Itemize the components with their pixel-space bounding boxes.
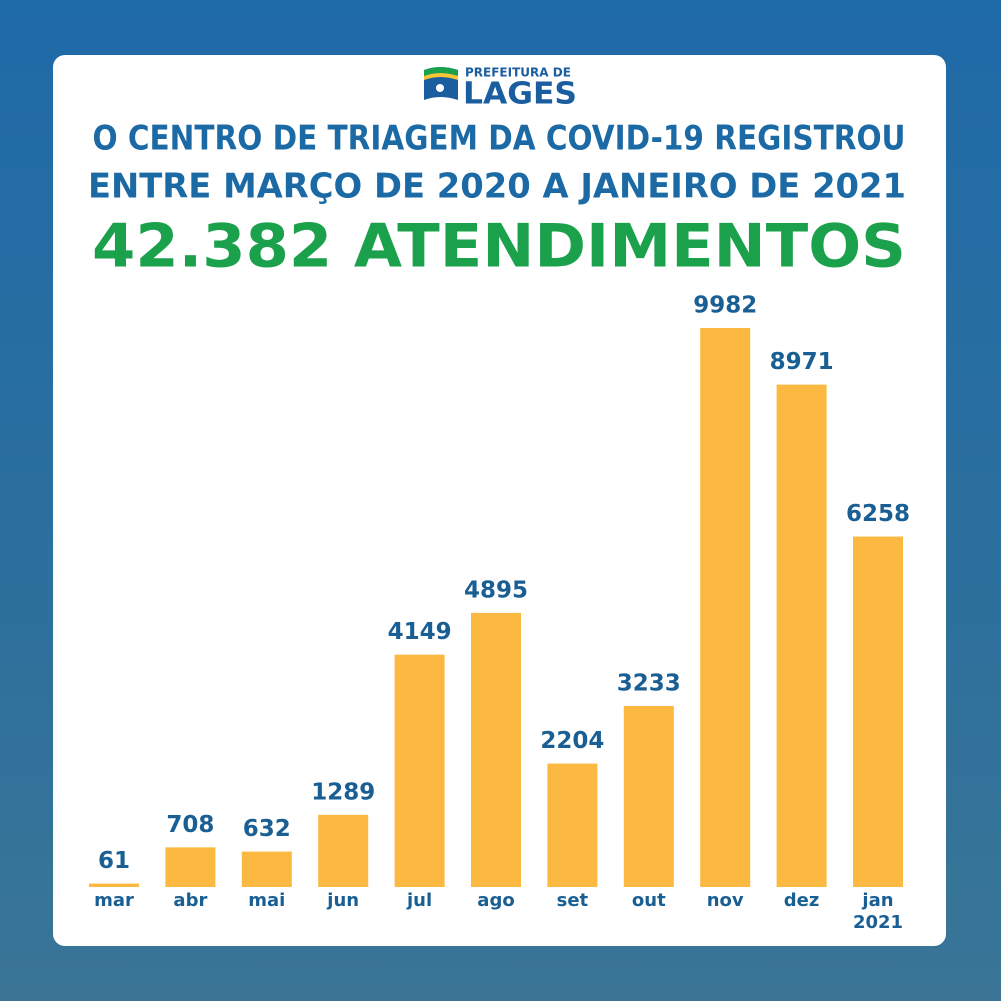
logo-stripe: [424, 67, 458, 76]
x-tick-label: jul: [407, 890, 433, 911]
x-tick-label: jun: [327, 890, 360, 911]
bar: [471, 612, 521, 887]
x-tick-label: set: [556, 890, 589, 911]
bar: [547, 763, 598, 887]
value-label: 632: [243, 816, 291, 842]
value-label: 3233: [617, 670, 681, 696]
value-label: 708: [166, 812, 214, 838]
x-tick-label: mar: [94, 890, 134, 911]
bar: [853, 536, 903, 887]
logo: [424, 67, 458, 100]
subtitle: 42.382 ATENDIMENTOS: [92, 212, 906, 282]
bar: [394, 654, 445, 887]
value-label: 61: [98, 848, 130, 874]
value-label: 4149: [388, 619, 452, 645]
bar: [700, 328, 751, 887]
x-tick-label: mai: [248, 890, 286, 911]
value-label: 1289: [311, 779, 375, 805]
value-label: 9982: [693, 293, 757, 319]
x-tick-label: out: [631, 890, 666, 911]
logo-stripe: [424, 73, 458, 80]
x-tick-label: nov: [706, 890, 744, 911]
x-tick-label: ago: [477, 890, 515, 911]
title-line: ENTRE MARÇO DE 2020 A JANEIRO DE 2021: [88, 167, 906, 207]
value-label: 6258: [846, 501, 910, 527]
value-label: 8971: [770, 349, 834, 375]
bar: [318, 814, 369, 887]
title-line: O CENTRO DE TRIAGEM DA COVID-19 REGISTRO…: [93, 119, 906, 159]
x-tick-label: jan 2021: [852, 890, 904, 933]
x-tick-label: abr: [173, 890, 208, 911]
bar: [623, 705, 674, 887]
value-label: 4895: [464, 577, 528, 603]
bar: [89, 883, 139, 887]
bar: [776, 384, 827, 887]
bar: [165, 847, 216, 887]
x-tick-label: dez: [783, 890, 820, 911]
logo-brand: LAGES: [463, 77, 577, 112]
logo-star: [436, 84, 444, 92]
bar: [241, 851, 292, 887]
value-label: 2204: [540, 728, 604, 754]
logo-header: PREFEITURA DE: [465, 66, 571, 80]
